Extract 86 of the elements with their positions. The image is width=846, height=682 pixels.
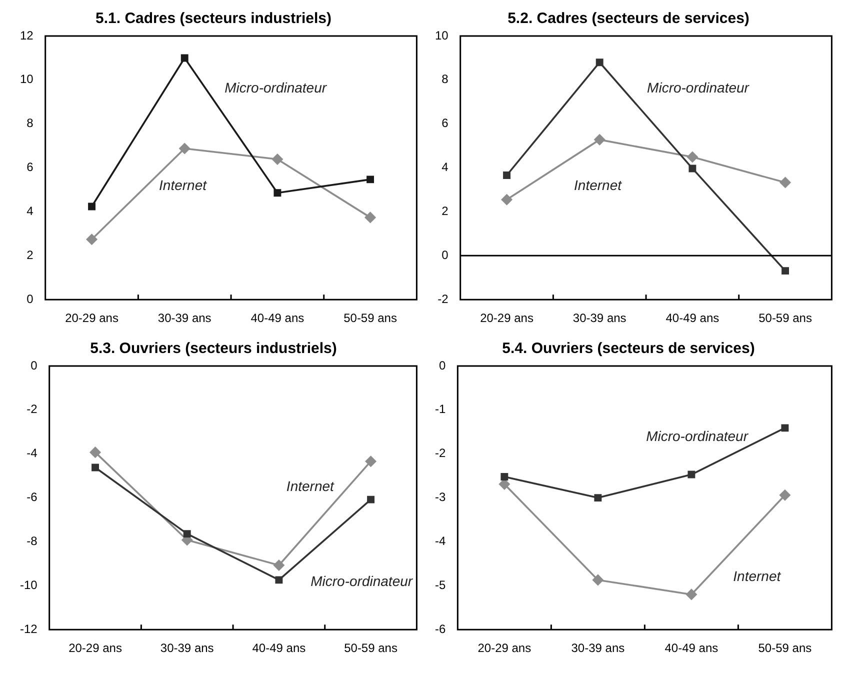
y-tick-label: 10 (20, 72, 34, 86)
point (688, 470, 696, 478)
y-tick-label: -12 (20, 622, 38, 636)
y-tick-label: 0 (438, 358, 446, 372)
point (782, 267, 790, 275)
x-tick-label: 20-29 ans (480, 311, 534, 326)
y-tick-label: 12 (20, 28, 34, 42)
y-tick-label: 10 (434, 28, 449, 42)
x-tick-label: 50-59 ans (344, 311, 397, 326)
y-tick-label: -10 (20, 578, 38, 592)
series-label: Internet (733, 568, 782, 584)
point (594, 134, 606, 146)
chart-title: 5.1. Cadres (secteurs industriels) (96, 10, 332, 28)
y-tick-label: 8 (26, 116, 34, 130)
point (781, 424, 789, 432)
y-tick-label: -3 (435, 490, 446, 504)
point (92, 464, 99, 472)
point (687, 152, 698, 162)
point (275, 576, 283, 584)
x-tick-label: 20-29 ans (478, 641, 532, 656)
point (367, 496, 375, 504)
series-label: Micro-ordinateur (646, 428, 750, 444)
series-label: Internet (574, 177, 623, 194)
point (780, 177, 791, 188)
y-tick-label: -4 (26, 446, 38, 460)
point (594, 494, 602, 502)
point (179, 143, 190, 154)
x-tick-label: 30-39 ans (160, 641, 214, 656)
series-label: Micro-ordinateur (310, 573, 414, 590)
y-tick-label: -2 (435, 446, 446, 460)
point (592, 574, 604, 586)
point (274, 560, 284, 571)
x-tick-label: 30-39 ans (572, 311, 626, 326)
x-tick-label: 40-49 ans (252, 641, 306, 656)
point (366, 176, 374, 184)
y-tick-label: 0 (26, 292, 34, 306)
point (90, 446, 101, 458)
point (180, 54, 188, 62)
x-tick-label: 50-59 ans (344, 641, 398, 656)
point (183, 530, 191, 538)
series-label: Micro-ordinateur (224, 80, 328, 96)
y-tick-label: 2 (442, 204, 449, 218)
y-tick-label: 0 (30, 358, 38, 372)
x-tick-label: 50-59 ans (758, 641, 812, 656)
point (272, 154, 283, 165)
y-tick-label: -5 (435, 578, 446, 592)
y-tick-label: 8 (442, 72, 449, 86)
point (365, 456, 376, 467)
y-tick-label: 6 (26, 160, 34, 174)
point (500, 472, 508, 480)
y-tick-label: -2 (438, 292, 449, 306)
y-tick-label: -4 (435, 534, 446, 548)
x-tick-label: 20-29 ans (65, 311, 118, 326)
y-tick-label: 4 (442, 160, 449, 174)
point (686, 589, 697, 600)
x-tick-label: 30-39 ans (571, 641, 625, 656)
point (501, 194, 512, 206)
y-tick-label: 0 (442, 248, 449, 262)
y-tick-label: 2 (26, 248, 34, 262)
x-tick-label: 40-49 ans (666, 311, 720, 326)
chart-title: 5.3. Ouvriers (secteurs industriels) (90, 340, 337, 358)
point (780, 490, 790, 501)
series-label: Internet (286, 478, 336, 494)
point (596, 58, 604, 66)
y-tick-label: -6 (26, 490, 38, 504)
point (688, 164, 696, 172)
point (503, 172, 510, 179)
series-label: Internet (159, 177, 208, 194)
x-tick-label: 50-59 ans (758, 311, 812, 326)
x-tick-label: 40-49 ans (250, 311, 304, 326)
y-tick-label: -1 (435, 402, 446, 416)
chart-title: 5.4. Ouvriers (secteurs de services) (502, 340, 755, 358)
point (364, 212, 376, 223)
point (274, 189, 282, 197)
point (88, 202, 96, 210)
y-tick-label: 6 (442, 116, 449, 130)
series-label: Micro-ordinateur (647, 80, 750, 96)
y-tick-label: -6 (435, 622, 446, 636)
point (86, 234, 98, 245)
chart-title: 5.2. Cadres (secteurs de services) (508, 10, 750, 28)
x-tick-label: 30-39 ans (158, 311, 212, 326)
y-tick-label: -2 (26, 402, 38, 416)
x-tick-label: 20-29 ans (68, 641, 122, 656)
y-tick-label: -8 (26, 534, 38, 548)
x-tick-label: 40-49 ans (664, 641, 718, 656)
y-tick-label: 4 (26, 204, 34, 218)
